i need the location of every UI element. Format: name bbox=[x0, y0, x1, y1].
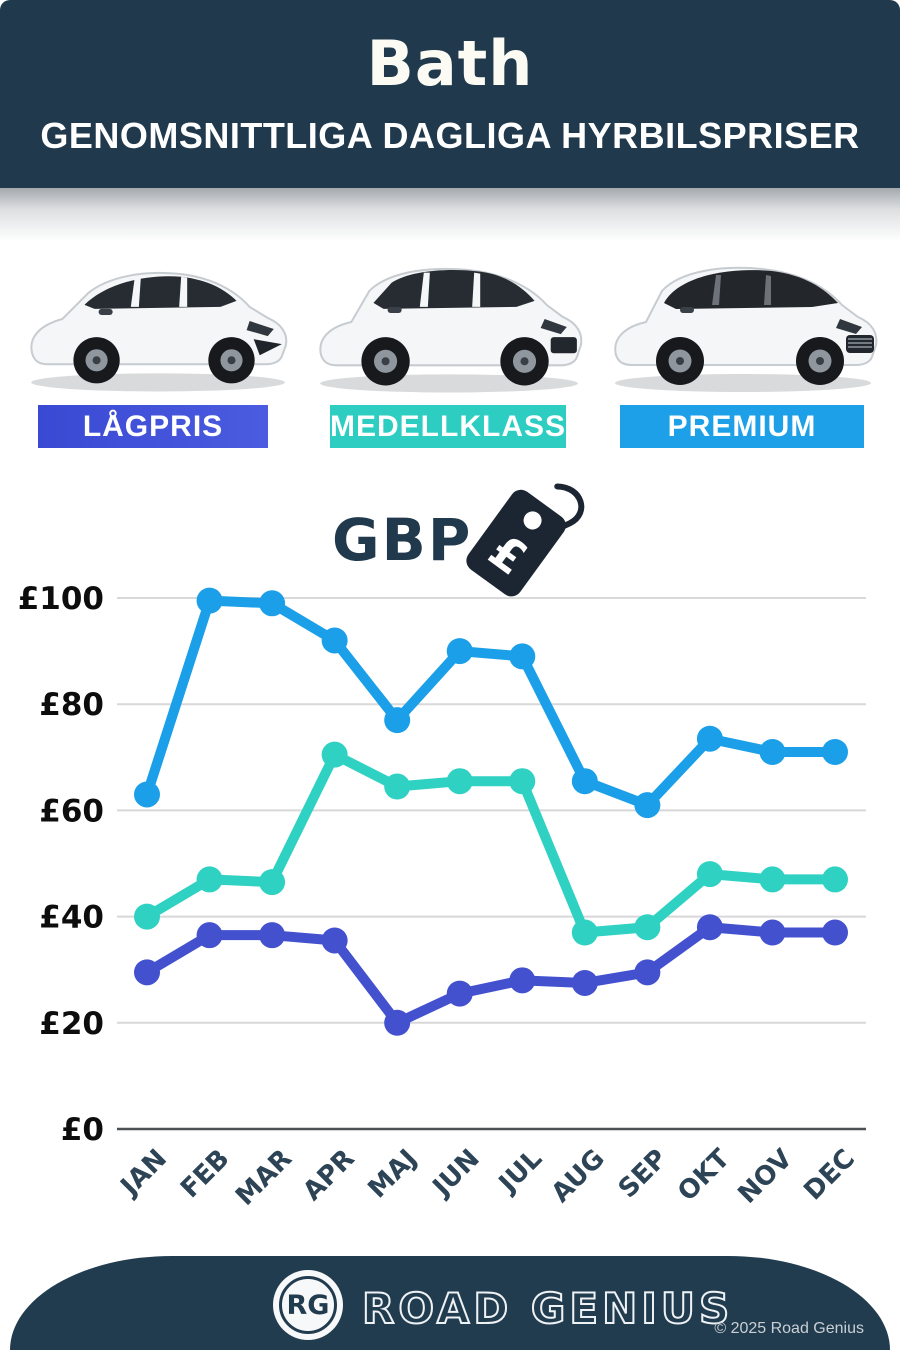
logo-initials: RG bbox=[279, 1276, 337, 1334]
month-label: NOV bbox=[732, 1144, 798, 1210]
data-point bbox=[384, 1009, 411, 1036]
suv-car-icon bbox=[319, 267, 583, 393]
road-genius-logo: RG bbox=[273, 1270, 343, 1340]
y-tick-label: £80 bbox=[39, 687, 104, 723]
month-label: JUN bbox=[426, 1144, 486, 1204]
y-tick-label: £40 bbox=[39, 900, 104, 936]
data-point bbox=[822, 919, 848, 946]
month-label: JUL bbox=[492, 1144, 548, 1200]
data-point bbox=[321, 927, 348, 954]
category-badge-budget: LÅGPRIS bbox=[38, 405, 268, 448]
month-label: MAJ bbox=[363, 1144, 424, 1205]
data-point bbox=[759, 866, 786, 893]
brand-name: ROAD GENIUS bbox=[361, 1283, 734, 1334]
data-point bbox=[384, 773, 411, 800]
data-point bbox=[446, 980, 473, 1007]
chart-area: £0 £20 £40 £60 £80 £100 JAN FEB MAR APR MAJ JUN JUL A… bbox=[0, 560, 900, 1230]
currency-code: GBP bbox=[332, 506, 473, 574]
data-point bbox=[696, 914, 723, 941]
data-point bbox=[509, 643, 536, 670]
month-label: JAN bbox=[114, 1144, 173, 1203]
data-point bbox=[134, 959, 160, 986]
data-point bbox=[696, 861, 723, 888]
header-divider bbox=[0, 188, 900, 240]
data-point bbox=[696, 725, 723, 752]
data-point bbox=[259, 869, 286, 896]
category-badge-midsize: MEDELLKLASS bbox=[330, 405, 566, 448]
month-label: SEP bbox=[613, 1144, 673, 1204]
category-label-premium: PREMIUM bbox=[667, 409, 817, 443]
data-point bbox=[571, 919, 598, 946]
data-point bbox=[634, 959, 661, 986]
series-lågpris bbox=[134, 914, 848, 1036]
series-line bbox=[142, 749, 840, 938]
series-line bbox=[142, 922, 840, 1028]
data-point bbox=[759, 738, 786, 765]
month-label: AUG bbox=[546, 1144, 611, 1209]
midsize-car-image bbox=[303, 238, 595, 403]
data-point bbox=[822, 738, 848, 765]
cars-row bbox=[0, 238, 900, 403]
price-tag-icon: £ bbox=[466, 483, 585, 597]
series-line bbox=[142, 595, 840, 811]
data-point bbox=[134, 903, 160, 930]
month-label: FEB bbox=[175, 1144, 235, 1204]
data-point bbox=[759, 919, 786, 946]
y-tick-label: £0 bbox=[61, 1112, 104, 1148]
footer: RG ROAD GENIUS © 2025 Road Genius bbox=[10, 1256, 890, 1350]
data-point bbox=[196, 587, 223, 614]
budget-car-image bbox=[12, 238, 304, 403]
month-label: DEC bbox=[798, 1144, 861, 1207]
data-point bbox=[134, 781, 160, 808]
luxury-suv-car-icon bbox=[614, 266, 878, 392]
category-label-budget: LÅGPRIS bbox=[82, 409, 224, 443]
month-label: APR bbox=[298, 1144, 361, 1207]
data-point bbox=[259, 922, 286, 949]
copyright-text: © 2025 Road Genius bbox=[714, 1320, 864, 1337]
data-point bbox=[321, 627, 348, 654]
data-point bbox=[571, 768, 598, 795]
data-point bbox=[634, 914, 661, 941]
y-tick-label: £60 bbox=[39, 793, 104, 829]
premium-car-image bbox=[598, 238, 888, 403]
data-point bbox=[634, 792, 661, 819]
data-point bbox=[509, 768, 536, 795]
data-point bbox=[509, 967, 536, 994]
data-point bbox=[446, 638, 473, 665]
data-point bbox=[822, 866, 848, 893]
data-point bbox=[571, 969, 598, 996]
page-subtitle: GENOMSNITTLIGA DAGLIGA HYRBILSPRISER bbox=[40, 115, 860, 156]
y-tick-label: £20 bbox=[39, 1006, 104, 1042]
y-tick-label: £100 bbox=[18, 581, 104, 617]
header: Bath GENOMSNITTLIGA DAGLIGA HYRBILSPRISE… bbox=[0, 0, 900, 188]
month-label: OKT bbox=[672, 1144, 736, 1208]
data-point bbox=[446, 768, 473, 795]
category-label-midsize: MEDELLKLASS bbox=[330, 409, 566, 443]
category-badge-premium: PREMIUM bbox=[620, 405, 864, 448]
hatchback-car-icon bbox=[30, 271, 288, 392]
series-medellklass bbox=[134, 741, 848, 946]
data-point bbox=[196, 866, 223, 893]
data-point bbox=[196, 922, 223, 949]
data-point bbox=[259, 590, 286, 617]
page-title: Bath bbox=[366, 27, 534, 100]
month-label: MAR bbox=[230, 1144, 298, 1212]
data-point bbox=[321, 741, 348, 768]
data-point bbox=[384, 707, 411, 734]
series-premium bbox=[134, 587, 848, 819]
